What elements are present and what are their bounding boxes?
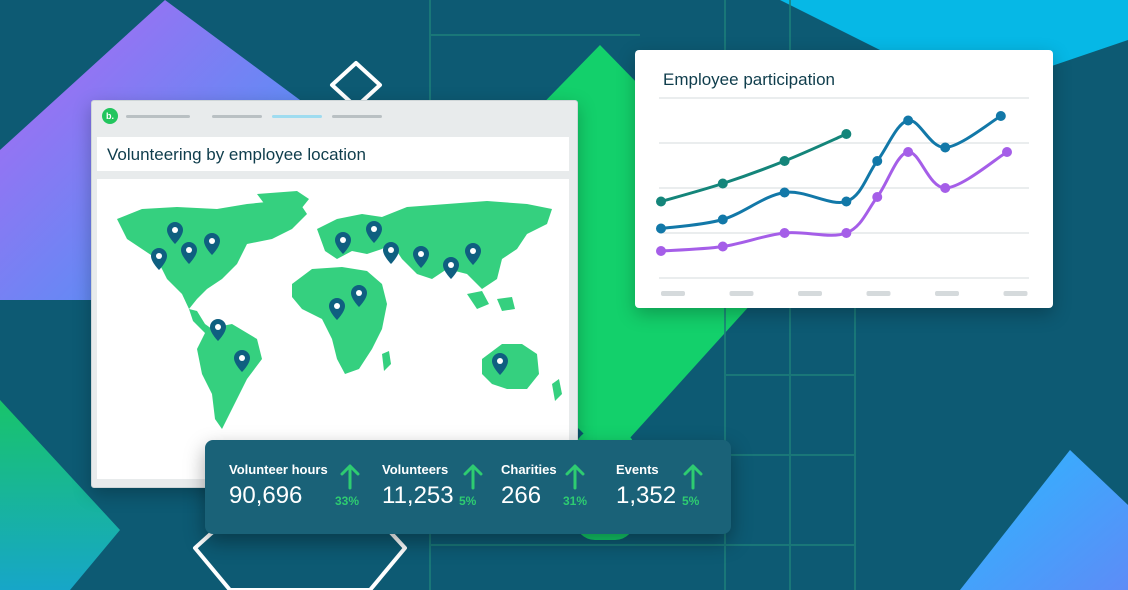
- series-point-3[interactable]: [841, 228, 852, 238]
- map-pin-icon: [492, 353, 508, 375]
- series-point-2[interactable]: [656, 223, 666, 234]
- chart-title: Employee participation: [663, 70, 835, 89]
- series-point-3[interactable]: [779, 228, 790, 238]
- x-tick-placeholder: [1003, 291, 1028, 296]
- arrow-up-icon: [565, 464, 585, 490]
- series-point-3[interactable]: [903, 147, 914, 157]
- series-point-3[interactable]: [1002, 147, 1012, 157]
- map-pin-icon: [366, 221, 382, 243]
- map-pin-icon: [151, 248, 167, 270]
- map-pin-icon: [234, 350, 250, 372]
- stats-panel: Volunteer hours 90,696 33% Volunteers 11…: [205, 440, 731, 534]
- map-pin-icon: [210, 319, 226, 341]
- x-tick-placeholder: [798, 291, 822, 296]
- map-pin-icon: [167, 222, 183, 244]
- series-point-3[interactable]: [717, 241, 728, 252]
- x-tick-placeholder: [661, 291, 685, 296]
- map-pin-icon: [465, 243, 481, 265]
- participation-chart-card: Employee participation: [635, 50, 1053, 308]
- stat-change: 33%: [335, 494, 360, 508]
- stat-change: 5%: [459, 494, 477, 508]
- nav-placeholder[interactable]: [332, 115, 382, 118]
- arrow-up-icon: [463, 464, 483, 490]
- series-point-2[interactable]: [872, 156, 883, 166]
- series-point-1[interactable]: [717, 178, 728, 189]
- stat-label: Volunteer hours: [229, 462, 328, 477]
- map-pin-icon: [413, 246, 429, 268]
- stat-change: 31%: [563, 494, 588, 508]
- series-point-2[interactable]: [717, 214, 728, 225]
- stat-label: Events: [616, 462, 659, 477]
- x-tick-placeholder: [866, 291, 891, 296]
- stat-charities: Charities 266 31%: [501, 462, 601, 522]
- stat-value: 266: [501, 482, 542, 509]
- stat-value: 11,253: [382, 482, 454, 509]
- participation-chart: [656, 97, 1029, 296]
- series-point-2[interactable]: [995, 111, 1006, 121]
- map-title: Volunteering by employee location: [107, 145, 366, 164]
- map-title-bar: Volunteering by employee location: [97, 137, 569, 171]
- map-pin-icon: [329, 298, 345, 320]
- map-pin-icon: [351, 285, 367, 307]
- series-point-1[interactable]: [779, 156, 790, 166]
- series-point-3[interactable]: [656, 246, 666, 256]
- stat-events: Events 1,352 5%: [616, 462, 716, 522]
- series-point-2[interactable]: [779, 187, 790, 198]
- window-topbar: b.: [92, 101, 577, 131]
- series-point-1[interactable]: [841, 129, 852, 139]
- x-tick-placeholder: [935, 291, 959, 296]
- world-map-graphic: [117, 191, 562, 429]
- arrow-up-icon: [683, 464, 703, 490]
- stat-volunteer-hours: Volunteer hours 90,696 33%: [229, 462, 369, 522]
- map-window: b. Volunteering by employee location: [91, 100, 578, 488]
- stat-change: 5%: [682, 494, 700, 508]
- map-pin-icon: [383, 242, 399, 264]
- stat-value: 90,696: [229, 482, 303, 509]
- stat-value: 1,352: [616, 482, 677, 509]
- app-logo-icon: b.: [102, 108, 118, 124]
- series-point-3[interactable]: [872, 192, 883, 202]
- world-map[interactable]: [97, 179, 569, 479]
- stat-volunteers: Volunteers 11,253 5%: [382, 462, 492, 522]
- x-tick-placeholder: [729, 291, 754, 296]
- series-point-2[interactable]: [841, 196, 852, 207]
- map-pin-icon: [335, 232, 351, 254]
- arrow-up-icon: [340, 464, 360, 490]
- series-point-2[interactable]: [903, 115, 914, 126]
- stat-label: Charities: [501, 462, 557, 477]
- map-pin-icon: [181, 242, 197, 264]
- nav-placeholder[interactable]: [212, 115, 262, 118]
- series-line-1: [660, 132, 847, 203]
- stat-label: Volunteers: [382, 462, 449, 477]
- nav-placeholder[interactable]: [126, 115, 190, 118]
- series-line-2: [660, 114, 1002, 230]
- map-pin-icon: [204, 233, 220, 255]
- map-pin-icon: [443, 257, 459, 279]
- series-point-1[interactable]: [656, 196, 666, 207]
- nav-placeholder-active[interactable]: [272, 115, 322, 118]
- series-point-2[interactable]: [940, 142, 951, 153]
- map-pins: [151, 221, 508, 375]
- series-point-3[interactable]: [940, 183, 951, 193]
